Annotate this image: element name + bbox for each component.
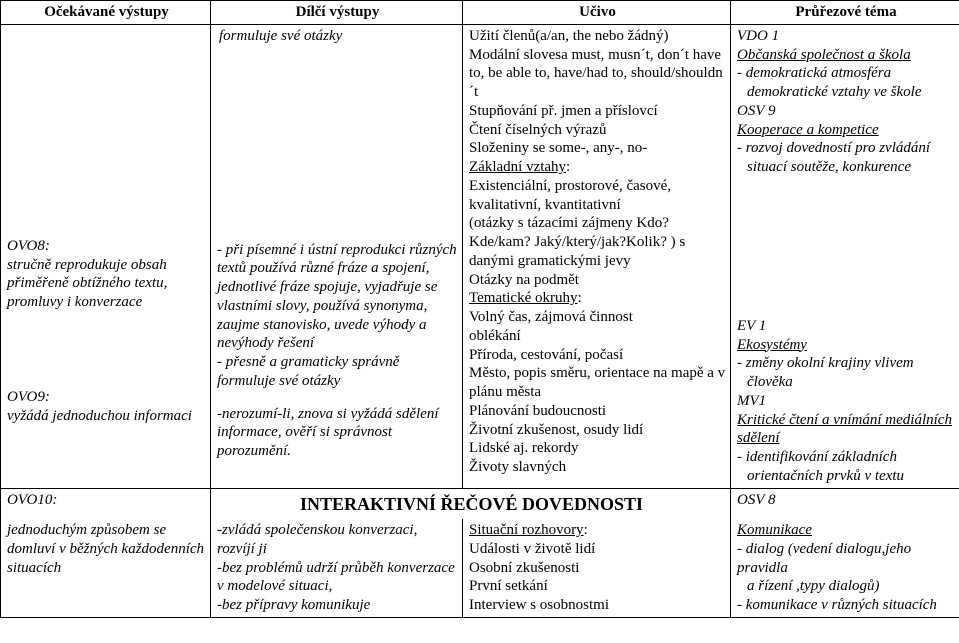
r2c3-l2: Osobní zkušenosti [469,559,726,578]
r1c4-a6: - rozvoj dovedností pro zvládání [737,139,955,158]
r1c3-l3: Stupňování př. jmen a příslovcí [469,102,726,121]
r1c4-b3b: člověka [737,373,955,392]
section-row: OVO10: INTERAKTIVNÍ ŘEČOVÉ DOVEDNOSTI OS… [1,488,959,519]
section-c1: OVO10: [1,488,211,519]
r2c3-h1: Situační rozhovory [469,522,584,538]
r1c3-l12: Město, popis směru, orientace na mapě a … [469,364,726,402]
r1c4-b2: Ekosystémy [737,336,955,355]
ovo10-text: jednoduchým způsobem se domluví v běžnýc… [7,521,206,577]
cell-r1c4: VDO 1 Občanská společnost a škola - demo… [731,24,959,488]
r1c3-l9: Volný čas, zájmová činnost [469,308,726,327]
content-row-1: OVO8: stručně reprodukuje obsah přiměřen… [1,24,959,488]
content-row-2: jednoduchým způsobem se domluví v běžnýc… [1,519,959,617]
r2c2-l2: -bez problémů udrží průběh konverzace v … [217,559,458,597]
ovo8-text: stručně reprodukuje obsah přiměřeně obtí… [7,256,206,312]
r1c4-a3b: demokratické vztahy ve škole [737,83,955,102]
cell-r1c3: Užití členů(a/an, the nebo žádný) Modáln… [463,24,731,488]
r2c4-a3: - dialog (vedení dialogu,jeho pravidla [737,540,955,578]
header-c1: Očekávané výstupy [1,1,211,25]
header-row: Očekávané výstupy Dílčí výstupy Učivo Pr… [1,1,959,25]
r1c3-l15: Lidské aj. rekordy [469,439,726,458]
r1c2-line1: formuluje své otázky [217,27,458,46]
r2c3-l1: Události v životě lidí [469,540,726,559]
r1c3-l4: Čtení číselných výrazů [469,121,726,140]
r1c3-l6: Existenciální, prostorové, časové, kvali… [469,177,726,215]
r2c4-a1: OSV 8 [737,491,955,510]
cell-r2c3: Situační rozhovory: Události v životě li… [463,519,731,617]
r2c2-l3: -bez přípravy komunikuje [217,596,458,615]
r2c2-l1: -zvládá společenskou konverzaci, rozvíjí… [217,521,458,559]
cell-r1c2: formuluje své otázky - při písemné i úst… [211,24,463,488]
ovo9-text: vyžádá jednoduchou informaci [7,407,206,426]
r1c3-l7: (otázky s tázacími zájmeny Kdo? Kde/kam?… [469,214,726,270]
ovo9-label: OVO9: [7,388,206,407]
section-title-cell: INTERAKTIVNÍ ŘEČOVÉ DOVEDNOSTI [211,488,731,519]
r2c3-l3: První setkání [469,577,726,596]
r1c4-b1: EV 1 [737,317,955,336]
r1c4-b5: Kritické čtení a vnímání mediálních sděl… [737,411,955,449]
r1c2-p2b: - přesně a gramaticky správně formuluje … [217,353,458,391]
r1c3-l5: Složeniny se some-, any-, no- [469,139,726,158]
r2c4-a2: Komunikace [737,521,955,540]
r2c4-a3b: a řízení ,typy dialogů) [737,577,955,596]
r2c4-a4: - komunikace v různých situacích [737,596,955,615]
section-title: INTERAKTIVNÍ ŘEČOVÉ DOVEDNOSTI [217,491,726,518]
r1c3-l11: Příroda, cestování, počasí [469,346,726,365]
r1c4-a6b: situací soutěže, konkurence [737,158,955,177]
header-c4: Průřezové téma [731,1,959,25]
r1c4-b3: - změny okolní krajiny vlivem [737,354,955,373]
r1c3-l13: Plánování budoucnosti [469,402,726,421]
r1c4-a4: OSV 9 [737,102,955,121]
cell-r2c2: -zvládá společenskou konverzaci, rozvíjí… [211,519,463,617]
r1c4-a1: VDO 1 [737,27,955,46]
r1c3-l1: Užití členů(a/an, the nebo žádný) [469,27,726,46]
r1c3-l10: oblékání [469,327,726,346]
r1c4-a2: Občanská společnost a škola [737,46,955,65]
cell-r1c1: OVO8: stručně reprodukuje obsah přiměřen… [1,24,211,488]
r1c4-a5: Kooperace a kompetice [737,121,955,140]
r1c4-b6b: orientačních prvků v textu [737,467,955,486]
r1c4-b6: - identifikování základních [737,448,955,467]
r1c3-l16: Životy slavných [469,458,726,477]
header-c3: Učivo [463,1,731,25]
cell-r2c1: jednoduchým způsobem se domluví v běžnýc… [1,519,211,617]
cell-r2c4: Komunikace - dialog (vedení dialogu,jeho… [731,519,959,617]
r1c3-h1: Základní vztahy [469,159,566,175]
r1c2-p2a: - při písemné i ústní reprodukci různých… [217,241,458,354]
ovo8-label: OVO8: [7,237,206,256]
r1c3-l8: Otázky na podmět [469,271,726,290]
r1c3-l2: Modální slovesa must, musn´t, don´t have… [469,46,726,102]
r1c3-l14: Životní zkušenost, osudy lidí [469,421,726,440]
r1c2-p3: -nerozumí-li, znova si vyžádá sdělení in… [217,405,458,461]
ovo10-label: OVO10: [7,491,206,510]
section-c4: OSV 8 [731,488,959,519]
curriculum-table: Očekávané výstupy Dílčí výstupy Učivo Pr… [0,0,959,618]
r1c4-b4: MV1 [737,392,955,411]
r1c3-h2: Tematické okruhy [469,290,578,306]
r1c4-a3: - demokratická atmosféra [737,64,955,83]
r2c3-l4: Interview s osobnostmi [469,596,726,615]
header-c2: Dílčí výstupy [211,1,463,25]
